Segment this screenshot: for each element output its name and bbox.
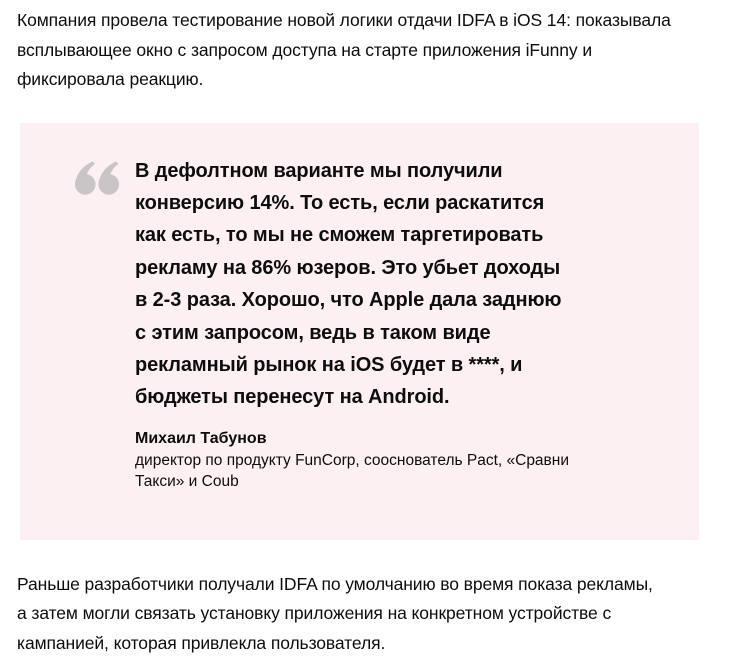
- quote-author-role-line: директор по продукту FunCorp, соосновате…: [135, 451, 570, 469]
- quote-line: конверсию 14%. То есть, если раскатится: [135, 191, 545, 214]
- quote-line: В дефолтном варианте мы получили: [135, 159, 503, 182]
- outro-line: а затем могли связать установку приложен…: [17, 603, 612, 623]
- quote-line: как есть, то мы не сможем таргетировать: [135, 224, 544, 247]
- quote-line: рекламный рынок на iOS будет в ****, и: [135, 353, 523, 376]
- outro-line: кампанией, которая привлекла пользовател…: [17, 632, 386, 653]
- quote-line: с этим запросом, ведь в таком виде: [135, 321, 491, 344]
- quote-author-name: Михаил Табунов: [135, 429, 267, 447]
- intro-line: Компания провела тестирование новой логи…: [17, 10, 671, 30]
- outro-paragraph: Раньше разработчики получали IDFA по умо…: [17, 570, 753, 659]
- quote-line: бюджеты перенесут на Android.: [135, 386, 450, 409]
- intro-line: всплывающее окно с запросом доступа на с…: [17, 39, 592, 60]
- quote-block: В дефолтном варианте мы получили конверс…: [20, 122, 699, 540]
- quote-line: рекламу на 86% юзеров. Это убьет доходы: [135, 256, 561, 279]
- intro-paragraph: Компания провела тестирование новой логи…: [17, 6, 753, 95]
- quote-icon: [75, 160, 120, 195]
- quote-line: в 2-3 раза. Хорошо, что Apple дала задню…: [135, 289, 562, 312]
- quote-author-role-line: Такси» и Coub: [135, 472, 239, 490]
- quote-author-role: директор по продукту FunCorp, соосновате…: [135, 450, 669, 492]
- intro-line: фиксировала реакцию.: [17, 69, 204, 89]
- quote-content: В дефолтном варианте мы получили конверс…: [20, 123, 699, 492]
- outro-line: Раньше разработчики получали IDFA по умо…: [17, 573, 653, 594]
